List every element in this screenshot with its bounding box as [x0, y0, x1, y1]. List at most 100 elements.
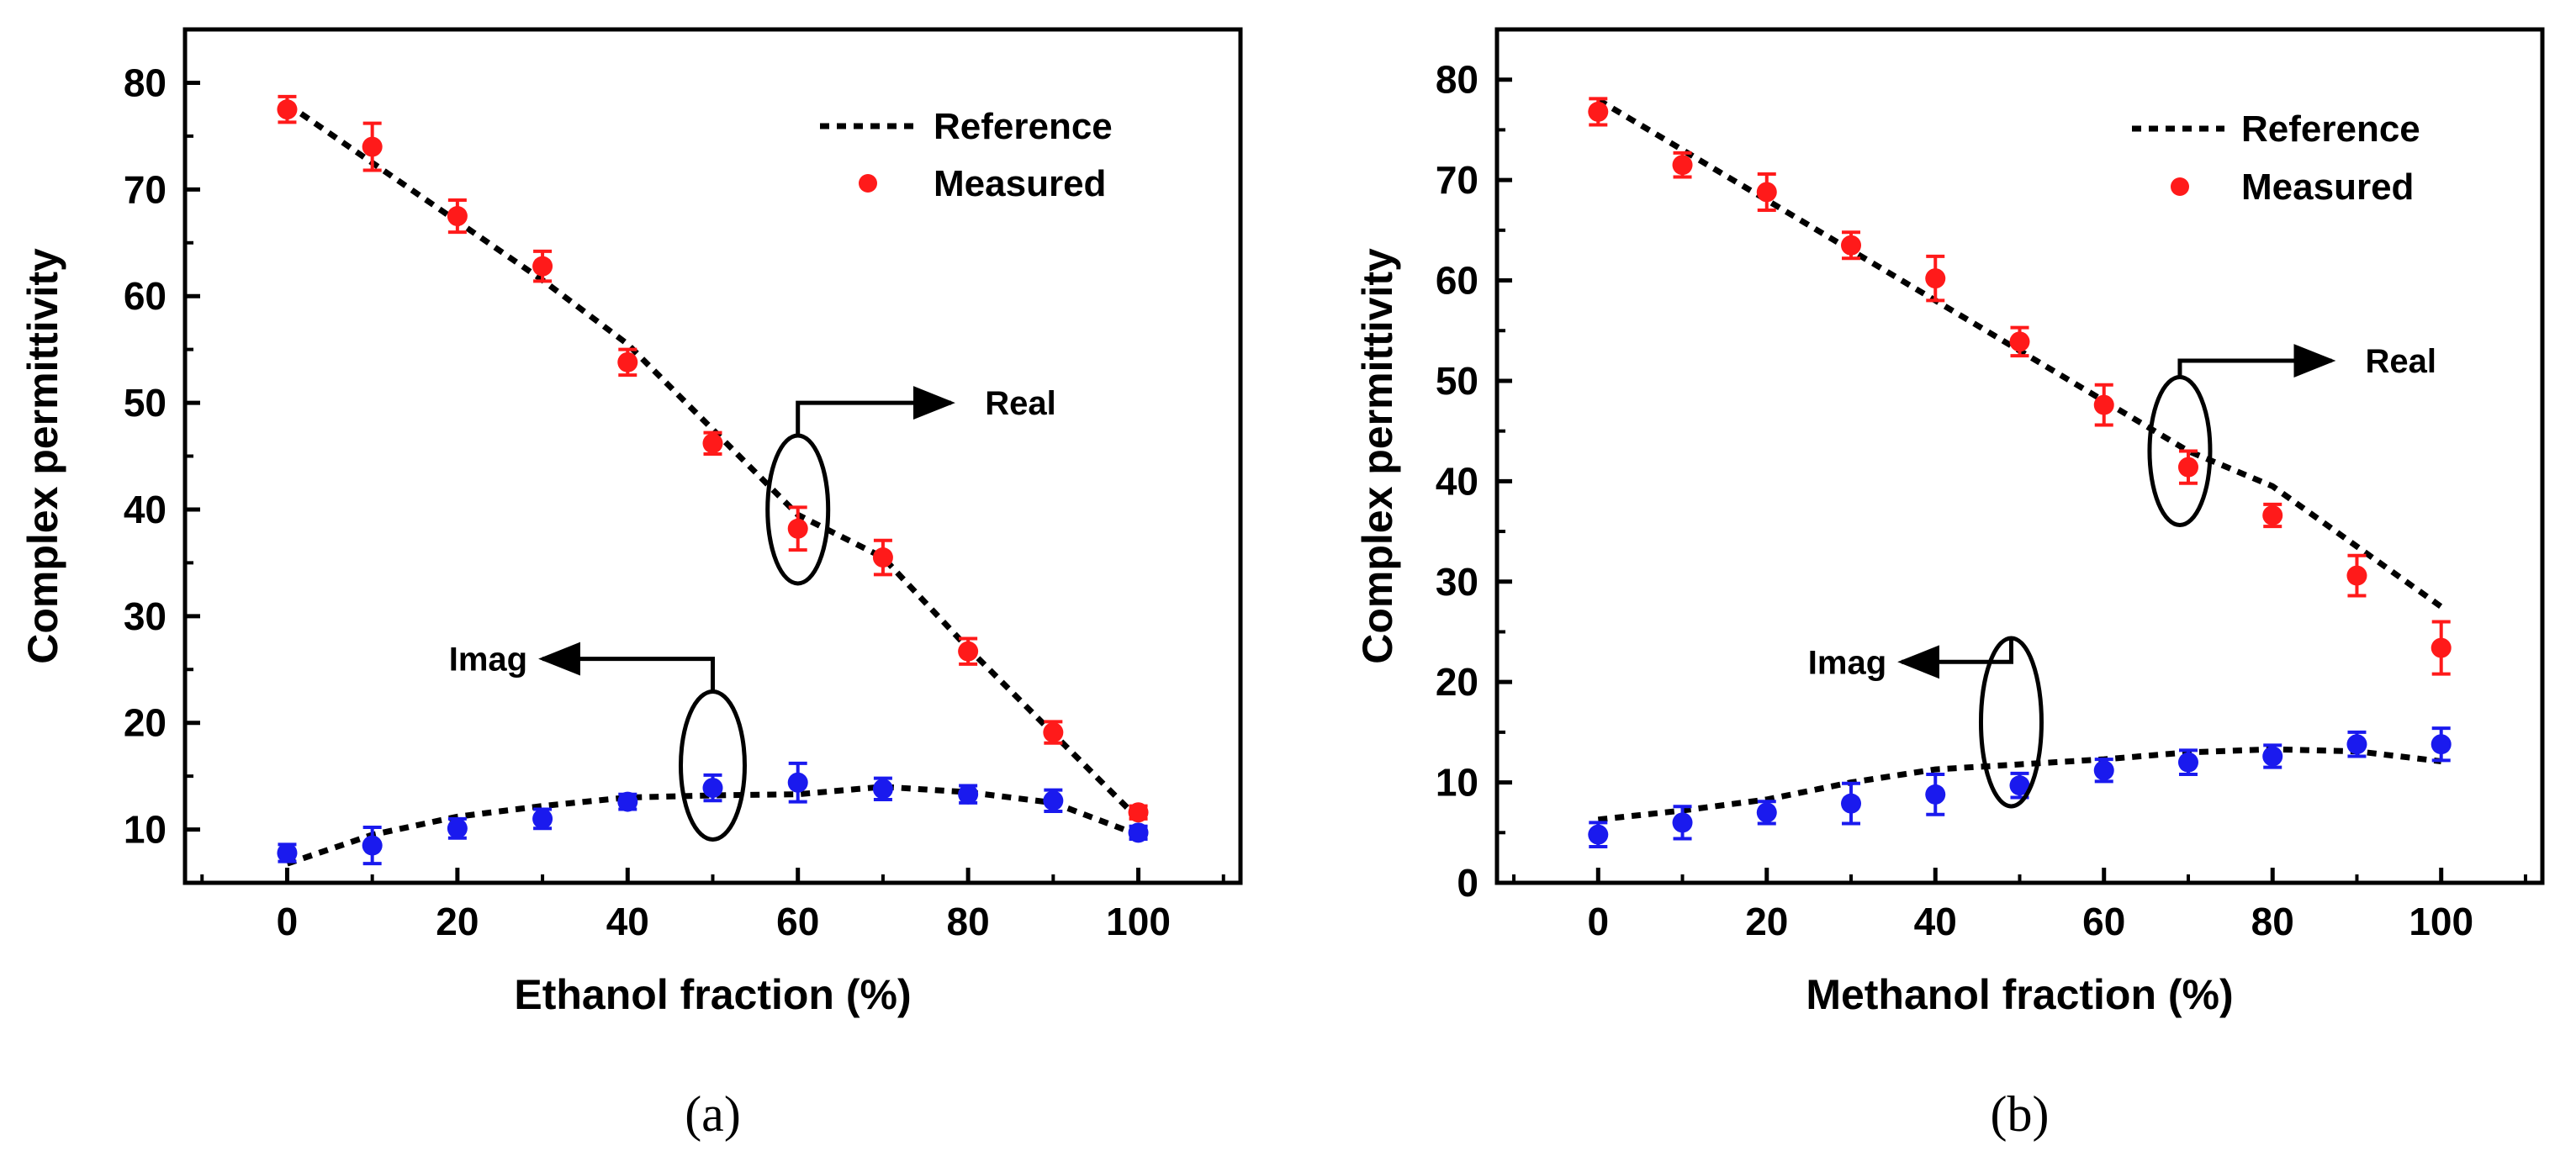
x-axis-title: Ethanol fraction (%) [514, 971, 911, 1018]
real-data-point [702, 433, 723, 454]
real-data-point [447, 206, 468, 227]
y-tick-label: 20 [1436, 660, 1478, 704]
y-tick-label: 30 [124, 594, 167, 638]
y-tick-label: 70 [1436, 158, 1478, 202]
x-tick-label: 80 [2251, 900, 2294, 943]
real-data-point [277, 99, 298, 120]
y-tick-label: 60 [124, 274, 167, 318]
imag-data-point [1841, 793, 1862, 814]
imag-data-point [2009, 775, 2030, 796]
imag-arrow [1897, 637, 2013, 679]
y-tick-label: 10 [1436, 761, 1478, 805]
real-data-point [1128, 802, 1149, 823]
y-tick-label: 40 [1436, 459, 1478, 503]
x-axis-title: Methanol fraction (%) [1806, 971, 2233, 1018]
x-tick-label: 60 [776, 900, 819, 943]
real-data-point [2431, 637, 2452, 658]
annotations: Real Imag [449, 385, 1056, 842]
real-annotation-label: Real [985, 385, 1056, 422]
real-data-point [2346, 565, 2367, 586]
x-tick-label: 0 [1587, 900, 1609, 943]
y-tick-label: 0 [1457, 861, 1478, 905]
reference-curves [1596, 97, 2443, 823]
imag-data-point [532, 808, 553, 829]
imag-data-point [2093, 760, 2114, 781]
real-data-point [1588, 101, 1609, 122]
real-data-point [2093, 394, 2114, 415]
imag-data-point [1672, 812, 1693, 833]
annotations: Real Imag [1808, 343, 2436, 809]
x-tick-label: 20 [436, 900, 479, 943]
y-tick-label: 40 [124, 488, 167, 531]
y-tick-label: 20 [124, 701, 167, 745]
x-tick-label: 0 [277, 900, 299, 943]
real-data-point [2262, 504, 2283, 525]
real-data-point [532, 256, 553, 277]
imag-group-ellipse [679, 689, 747, 842]
x-tick-label: 80 [947, 900, 990, 943]
imag-data-point [1925, 784, 1946, 805]
tick-marks: 0 20 40 60 80 100 0 10 20 30 40 50 60 70 80 [1436, 28, 2527, 943]
real-data-point [362, 136, 383, 157]
reference-imag-curve [1597, 746, 2442, 823]
x-tick-label: 20 [1745, 900, 1788, 943]
imag-data-point [872, 779, 893, 800]
legend-reference-label: Reference [2241, 108, 2420, 150]
legend-measured-marker [859, 174, 877, 193]
x-tick-label: 40 [606, 900, 649, 943]
y-tick-label: 50 [1436, 359, 1478, 403]
imag-data-point [2346, 734, 2367, 755]
y-tick-label: 60 [1436, 259, 1478, 303]
chart-panel-a: 0 20 40 60 80 100 10 20 30 40 50 60 70 80 Reference M… [19, 27, 1243, 1142]
real-arrow [2177, 344, 2336, 378]
panel-label: (a) [685, 1086, 741, 1142]
real-data-point [872, 547, 893, 568]
real-data-point [1756, 182, 1777, 203]
real-data-point [1672, 155, 1693, 176]
real-annotation-label: Real [2365, 343, 2436, 380]
legend-measured-label: Measured [934, 163, 1106, 204]
legend: Reference Measured [2132, 108, 2420, 208]
y-tick-label: 70 [124, 167, 167, 211]
imag-annotation-label: Imag [1808, 644, 1886, 681]
imag-data-point [1128, 822, 1149, 843]
plot-frame [182, 27, 1243, 885]
imag-data-point [362, 835, 383, 856]
real-data-point [617, 351, 638, 372]
imag-data-point [787, 772, 808, 793]
real-arrow [796, 386, 955, 436]
real-data-point [958, 641, 979, 662]
x-tick-label: 60 [2082, 900, 2125, 943]
y-axis-title: Complex permittivity [1354, 248, 1401, 664]
x-tick-label: 40 [1914, 900, 1957, 943]
y-tick-label: 80 [1436, 58, 1478, 102]
real-data-point [1043, 722, 1064, 743]
chart-panel-b: 0 20 40 60 80 100 0 10 20 30 40 50 60 70 80 Reference … [1354, 27, 2545, 1142]
imag-annotation-label: Imag [449, 642, 527, 679]
y-tick-label: 50 [124, 381, 167, 425]
imag-data-point [2431, 734, 2452, 755]
y-axis-title: Complex permittivity [19, 248, 66, 664]
imag-arrow [538, 642, 715, 692]
y-tick-label: 30 [1436, 560, 1478, 604]
imag-data-point [1588, 824, 1609, 845]
x-tick-label: 100 [1106, 900, 1171, 943]
real-data-point [1925, 268, 1946, 289]
tick-marks: 0 20 40 60 80 100 10 20 30 40 50 60 70 80 [124, 28, 1225, 943]
imag-data-point [2177, 752, 2198, 773]
imag-data-point [2262, 746, 2283, 767]
imag-data-point [617, 791, 638, 812]
imag-data-point [447, 818, 468, 839]
imag-data-point [958, 784, 979, 805]
real-data-point [2177, 457, 2198, 478]
reference-real-curve [285, 101, 1140, 821]
y-tick-label: 10 [124, 808, 167, 852]
imag-data-point [277, 842, 298, 863]
x-tick-label: 100 [2409, 900, 2473, 943]
legend-measured-label: Measured [2241, 166, 2414, 208]
panel-label: (b) [1991, 1086, 2050, 1142]
imag-data-point [1043, 790, 1064, 811]
imag-data-point [1756, 802, 1777, 823]
legend-measured-marker [2171, 177, 2189, 196]
